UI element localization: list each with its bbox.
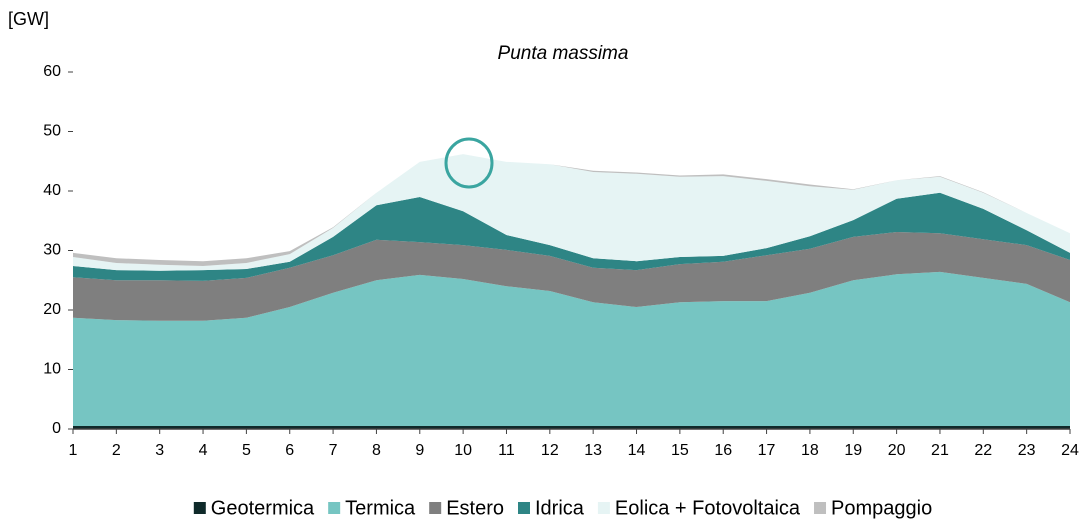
x-tick-label: 16 [714, 442, 732, 459]
x-tick-label: 3 [155, 442, 164, 459]
legend: Geotermica Termica Estero Idrica Eolica + Fo… [193, 497, 932, 519]
y-tick-label: 50 [43, 123, 61, 140]
x-tick-label: 2 [112, 442, 121, 459]
legend-label: Estero [446, 497, 504, 519]
x-tick-label: 10 [454, 442, 472, 459]
legend-label: Pompaggio [831, 497, 932, 519]
x-tick-label: 15 [671, 442, 689, 459]
areas [73, 154, 1070, 429]
legend-swatch [814, 502, 827, 514]
x-tick-label: 9 [415, 442, 424, 459]
legend-item: Pompaggio [814, 497, 932, 519]
legend-label: Eolica + Fotovoltaica [615, 497, 801, 519]
area [73, 154, 1070, 271]
area [73, 232, 1070, 321]
legend-item: Eolica + Fotovoltaica [597, 497, 801, 519]
legend-item: Termica [328, 497, 416, 519]
y-tick-label: 60 [43, 63, 61, 80]
x-tick-label: 6 [285, 442, 294, 459]
legend-item: Estero [429, 497, 504, 519]
x-tick-label: 1 [69, 442, 78, 459]
x-tick-label: 11 [498, 442, 515, 459]
x-tick-label: 24 [1061, 442, 1079, 459]
highlight-circle [444, 137, 494, 189]
x-tick-label: 20 [888, 442, 906, 459]
y-tick-label: 40 [43, 182, 61, 199]
x-tick-label: 17 [758, 442, 776, 459]
x-tick-label: 8 [372, 442, 381, 459]
legend-swatch [429, 502, 442, 514]
y-tick-label: 0 [52, 420, 61, 437]
y-tick-label: 30 [43, 242, 61, 259]
x-tick-label: 18 [801, 442, 819, 459]
legend-label: Geotermica [211, 497, 315, 519]
x-tick-label: 12 [541, 442, 559, 459]
x-tick-label: 7 [329, 442, 338, 459]
x-tick-label: 19 [844, 442, 862, 459]
x-tick-label: 23 [1018, 442, 1036, 459]
x-tick-label: 22 [974, 442, 992, 459]
legend-label: Idrica [535, 497, 585, 519]
area [73, 192, 1070, 281]
legend-swatch [328, 502, 341, 514]
legend-swatch [597, 502, 610, 514]
chart-title: Punta massima [498, 43, 629, 64]
x-tick-label: 14 [628, 442, 646, 459]
legend-swatch [518, 502, 530, 514]
y-tick-label: 10 [43, 361, 61, 378]
x-tick-label: 21 [931, 442, 949, 459]
x-tick-label: 4 [199, 442, 208, 459]
legend-label: Termica [345, 497, 416, 519]
legend-item: Geotermica [193, 497, 315, 519]
y-tick-label: 20 [43, 301, 61, 318]
x-tick-label: 5 [242, 442, 251, 459]
legend-swatch [193, 502, 206, 514]
y-axis-label: [GW] [8, 9, 49, 29]
area [73, 271, 1070, 427]
legend-item: Idrica [518, 497, 585, 519]
x-tick-label: 13 [584, 442, 602, 459]
